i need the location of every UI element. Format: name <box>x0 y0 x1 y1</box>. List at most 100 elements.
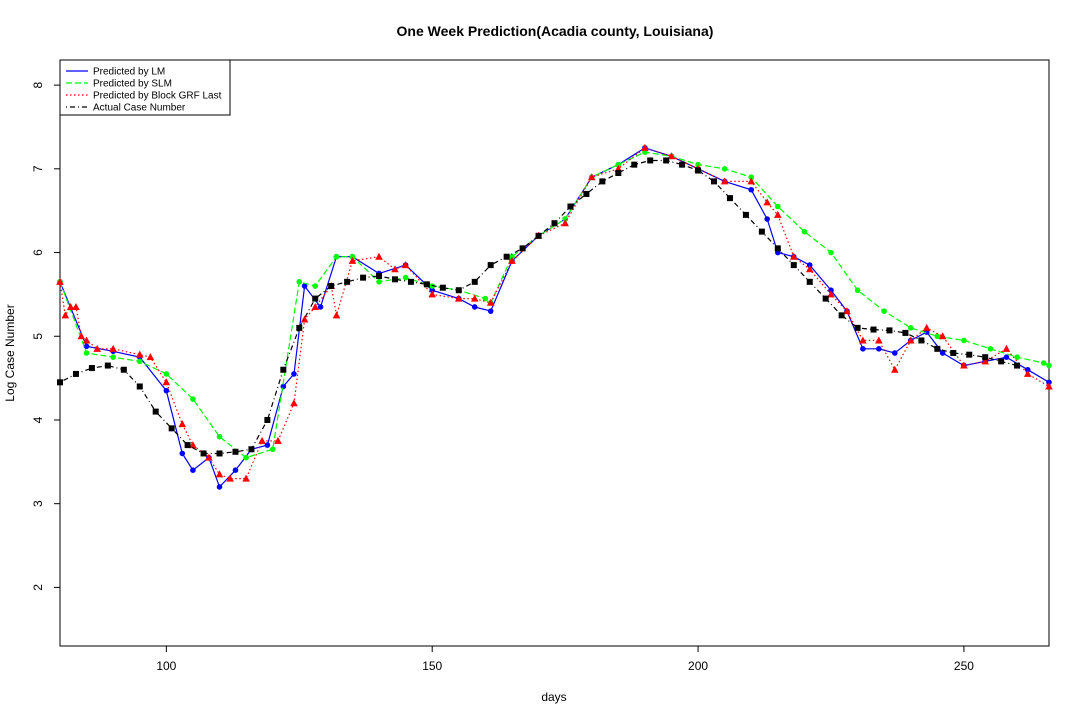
point-actual-case-number-215 <box>774 245 781 252</box>
point-predicted-by-block-grf-last-158 <box>470 294 479 302</box>
point-actual-case-number-80 <box>57 379 63 386</box>
point-predicted-by-lm-105 <box>190 467 196 474</box>
legend-label-predicted-by-block-grf-last: Predicted by Block GRF Last <box>93 91 222 102</box>
y-axis-label: Log Case Number <box>3 304 17 401</box>
point-predicted-by-block-grf-last-82 <box>66 302 75 310</box>
point-predicted-by-lm-231 <box>860 346 866 352</box>
legend-label-actual-case-number: Actual Case Number <box>93 103 186 114</box>
series-predicted-by-slm <box>57 149 1052 461</box>
x-tick-label-200: 200 <box>688 659 708 673</box>
point-predicted-by-block-grf-last-108 <box>205 453 213 461</box>
y-tick-label-7: 7 <box>31 165 45 172</box>
point-predicted-by-slm-225 <box>828 249 834 256</box>
point-actual-case-number-236 <box>886 327 893 334</box>
point-actual-case-number-260 <box>1014 362 1021 369</box>
point-predicted-by-lm-158 <box>471 304 478 310</box>
point-predicted-by-block-grf-last-225 <box>827 290 835 298</box>
point-predicted-by-lm-258 <box>1003 354 1010 360</box>
point-predicted-by-block-grf-last-165 <box>508 256 516 264</box>
point-predicted-by-slm-145 <box>402 274 409 281</box>
point-predicted-by-slm-120 <box>269 446 276 453</box>
point-predicted-by-block-grf-last-228 <box>843 307 851 315</box>
point-predicted-by-block-grf-last-246 <box>938 332 947 340</box>
point-predicted-by-lm-124 <box>291 371 297 377</box>
point-actual-case-number-110 <box>216 450 223 457</box>
point-predicted-by-slm-185 <box>615 161 622 168</box>
point-actual-case-number-128 <box>312 295 319 302</box>
series-line-actual-case-number <box>59 159 1018 455</box>
point-actual-case-number-182 <box>599 178 606 185</box>
point-predicted-by-slm-200 <box>695 161 701 168</box>
point-predicted-by-block-grf-last-105 <box>189 441 197 449</box>
point-predicted-by-lm-237 <box>892 350 898 356</box>
point-actual-case-number-95 <box>136 383 143 390</box>
point-predicted-by-slm-165 <box>509 253 515 260</box>
point-actual-case-number-158 <box>471 278 478 285</box>
point-predicted-by-slm-105 <box>190 396 196 402</box>
point-predicted-by-slm-132 <box>333 253 340 260</box>
point-predicted-by-slm-215 <box>775 203 781 210</box>
point-predicted-by-block-grf-last-161 <box>486 298 495 306</box>
series-actual-case-number <box>57 157 1021 457</box>
point-actual-case-number-254 <box>982 354 989 361</box>
point-predicted-by-block-grf-last-115 <box>242 474 250 482</box>
x-tick-label-100: 100 <box>156 659 176 673</box>
point-actual-case-number-137 <box>360 274 367 281</box>
point-predicted-by-lm-85 <box>83 343 90 350</box>
point-predicted-by-lm-210 <box>748 186 755 193</box>
point-actual-case-number-101 <box>168 425 175 432</box>
point-predicted-by-block-grf-last-218 <box>789 252 798 260</box>
point-predicted-by-block-grf-last-258 <box>1002 344 1011 352</box>
series-line-predicted-by-slm <box>59 151 1050 459</box>
point-predicted-by-block-grf-last-83 <box>72 302 80 310</box>
point-actual-case-number-191 <box>647 157 654 164</box>
y-tick-label-6: 6 <box>31 249 45 256</box>
point-predicted-by-block-grf-last-195 <box>667 152 676 160</box>
point-predicted-by-block-grf-last-266 <box>1045 382 1053 390</box>
point-predicted-by-lm-119 <box>264 442 271 448</box>
point-predicted-by-block-grf-last-243 <box>922 323 931 331</box>
point-actual-case-number-233 <box>870 326 877 333</box>
y-tick-label-2: 2 <box>31 584 45 591</box>
point-actual-case-number-131 <box>328 283 335 290</box>
point-predicted-by-block-grf-last-124 <box>290 399 298 407</box>
point-predicted-by-slm-160 <box>482 295 489 302</box>
point-predicted-by-slm-245 <box>934 333 941 340</box>
series-predicted-by-lm <box>57 145 1052 490</box>
point-predicted-by-block-grf-last-100 <box>162 378 171 386</box>
point-actual-case-number-197 <box>679 161 686 168</box>
point-actual-case-number-221 <box>806 278 813 285</box>
point-predicted-by-lm-113 <box>232 467 239 474</box>
point-predicted-by-lm-129 <box>317 304 324 310</box>
point-actual-case-number-122 <box>280 366 287 373</box>
point-predicted-by-block-grf-last-90 <box>109 344 117 352</box>
y-axis: 2 3 4 5 6 7 8 <box>31 81 60 591</box>
point-actual-case-number-107 <box>200 450 207 457</box>
point-predicted-by-lm-234 <box>876 346 882 352</box>
point-actual-case-number-83 <box>72 370 79 377</box>
point-predicted-by-block-grf-last-85 <box>82 336 91 344</box>
point-actual-case-number-206 <box>726 195 733 202</box>
point-actual-case-number-86 <box>88 365 95 372</box>
point-actual-case-number-218 <box>790 262 797 269</box>
point-predicted-by-block-grf-last-118 <box>258 436 266 444</box>
series-predicted-by-block-grf-last <box>56 143 1053 482</box>
point-actual-case-number-125 <box>296 324 303 331</box>
x-tick-label-150: 150 <box>422 659 442 673</box>
point-predicted-by-slm-266 <box>1046 362 1052 369</box>
point-actual-case-number-140 <box>376 272 383 279</box>
point-predicted-by-lm-213 <box>764 216 770 222</box>
point-actual-case-number-173 <box>551 220 558 227</box>
point-predicted-by-block-grf-last-180 <box>587 173 596 181</box>
point-actual-case-number-230 <box>854 324 861 331</box>
point-predicted-by-slm-140 <box>376 279 382 285</box>
point-predicted-by-slm-115 <box>243 454 249 461</box>
point-predicted-by-block-grf-last-240 <box>906 336 915 344</box>
point-predicted-by-block-grf-last-84 <box>77 332 86 340</box>
point-predicted-by-block-grf-last-221 <box>805 265 814 273</box>
point-predicted-by-slm-220 <box>801 228 808 235</box>
point-predicted-by-slm-95 <box>136 358 143 365</box>
point-predicted-by-slm-250 <box>961 337 967 344</box>
